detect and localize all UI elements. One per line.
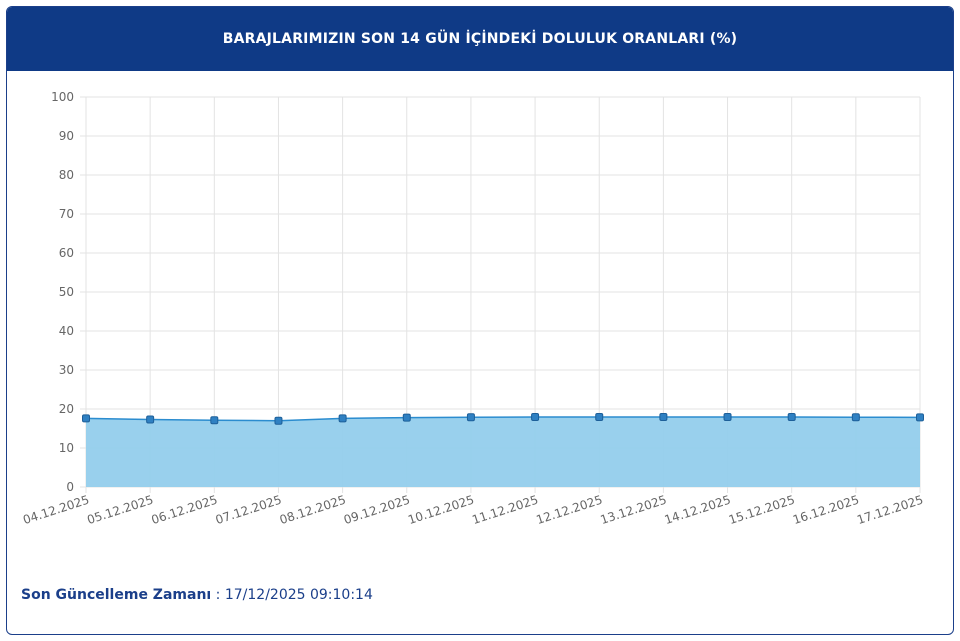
last-update-value: 17/12/2025 09:10:14 xyxy=(224,587,373,603)
data-point xyxy=(723,412,732,421)
last-update: Son Güncelleme Zamanı : 17/12/2025 09:10… xyxy=(21,587,373,603)
data-point xyxy=(466,413,475,422)
x-tick-label: 13.12.2025 xyxy=(599,493,669,528)
x-tick-label: 17.12.2025 xyxy=(855,493,925,528)
data-point xyxy=(338,414,347,423)
data-point xyxy=(851,413,860,422)
y-tick-label: 10 xyxy=(59,441,74,455)
y-tick-label: 90 xyxy=(59,129,74,143)
data-point xyxy=(274,416,283,425)
series-line xyxy=(85,416,921,422)
card-header: BARAJLARIMIZIN SON 14 GÜN İÇİNDEKİ DOLUL… xyxy=(7,7,953,71)
x-tick-label: 11.12.2025 xyxy=(470,493,540,528)
y-tick-label: 80 xyxy=(59,168,74,182)
x-tick-label: 04.12.2025 xyxy=(21,493,91,528)
y-tick-label: 30 xyxy=(59,363,74,377)
x-tick-label: 10.12.2025 xyxy=(406,493,476,528)
x-tick-label: 08.12.2025 xyxy=(278,493,348,528)
x-tick-label: 07.12.2025 xyxy=(214,493,284,528)
chart-title: BARAJLARIMIZIN SON 14 GÜN İÇİNDEKİ DOLUL… xyxy=(222,31,738,47)
x-tick-label: 15.12.2025 xyxy=(727,493,797,528)
y-tick-label: 100 xyxy=(51,90,74,104)
y-tick-label: 70 xyxy=(59,207,74,221)
y-tick-label: 60 xyxy=(59,246,74,260)
chart-card: BARAJLARIMIZIN SON 14 GÜN İÇİNDEKİ DOLUL… xyxy=(6,6,954,635)
data-point xyxy=(402,413,411,422)
data-point xyxy=(531,412,540,421)
y-tick-label: 20 xyxy=(59,402,74,416)
data-point xyxy=(82,414,90,423)
data-point xyxy=(787,412,796,421)
x-tick-label: 06.12.2025 xyxy=(150,493,220,528)
x-tick-label: 05.12.2025 xyxy=(85,493,155,528)
last-update-separator: : xyxy=(211,587,225,603)
data-point xyxy=(659,412,668,421)
x-tick-label: 12.12.2025 xyxy=(534,493,604,528)
x-tick-label: 09.12.2025 xyxy=(342,493,412,528)
data-point xyxy=(210,416,219,425)
series-area xyxy=(86,416,920,487)
y-tick-label: 0 xyxy=(66,480,74,494)
x-tick-label: 14.12.2025 xyxy=(663,493,733,528)
last-update-label: Son Güncelleme Zamanı xyxy=(21,587,212,603)
data-point xyxy=(916,413,924,422)
data-point xyxy=(146,415,155,424)
y-tick-label: 40 xyxy=(59,324,74,338)
y-tick-label: 50 xyxy=(59,285,74,299)
data-point xyxy=(595,412,604,421)
x-tick-label: 16.12.2025 xyxy=(791,493,861,528)
